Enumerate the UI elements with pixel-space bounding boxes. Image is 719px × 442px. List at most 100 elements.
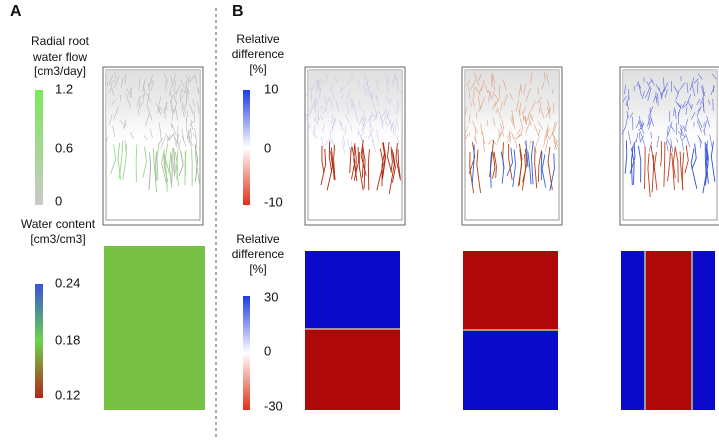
root-strand: [675, 89, 680, 101]
root-strand: [534, 148, 538, 189]
root-strand: [354, 143, 357, 176]
root-strand: [139, 100, 144, 108]
root-strand: [316, 78, 318, 93]
root-strand: [494, 100, 499, 107]
root-strand: [164, 73, 168, 84]
root-strand: [500, 123, 505, 137]
root-strand: [349, 124, 352, 131]
root-strand: [176, 152, 180, 187]
root-strand: [546, 73, 550, 85]
root-strand: [392, 152, 396, 183]
colorbar-tick-label: 0: [55, 193, 62, 208]
root-strand: [106, 81, 109, 86]
root-strand: [390, 98, 392, 103]
root-strand: [162, 101, 168, 114]
root-strand: [472, 120, 478, 134]
root-strand: [340, 86, 343, 92]
root-strand: [181, 101, 187, 114]
root-strand: [110, 144, 117, 175]
root-strand: [185, 75, 190, 83]
soil-map: [104, 246, 205, 410]
root-strand: [189, 103, 194, 115]
root-strand: [470, 79, 476, 90]
colorbar-tick-label: 1.2: [55, 81, 73, 96]
root-strand: [492, 152, 496, 179]
root-strand: [517, 128, 521, 135]
root-strand: [473, 72, 479, 86]
root-strand: [372, 91, 374, 99]
root-strand: [509, 130, 511, 144]
root-strand: [157, 105, 164, 111]
root-strand: [385, 109, 391, 124]
root-strand: [334, 74, 338, 84]
root-strand: [682, 103, 688, 109]
root-strand: [376, 129, 379, 142]
root-strand: [471, 144, 475, 185]
root-strand: [646, 81, 651, 89]
root-strand: [636, 81, 640, 87]
root-strand: [352, 102, 357, 115]
root-strand: [521, 154, 527, 191]
root-strand: [480, 79, 485, 92]
root-strand: [553, 122, 557, 132]
root-strand: [124, 139, 126, 151]
root-strand: [624, 84, 627, 94]
root-strand: [534, 138, 539, 150]
root-strand: [371, 139, 377, 153]
root-strand: [529, 112, 534, 119]
root-strand: [677, 102, 682, 109]
root-strand: [114, 72, 117, 79]
root-strand: [679, 128, 686, 138]
root-strand: [169, 91, 173, 100]
root-strand: [320, 148, 327, 186]
root-strand: [538, 101, 542, 114]
root-strand: [482, 131, 485, 145]
root-strand: [155, 151, 157, 182]
root-strand: [663, 77, 665, 92]
soil-map: [305, 251, 715, 410]
root-strand: [482, 139, 486, 153]
root-strand: [181, 104, 185, 118]
colorbar-title: [%]: [249, 262, 266, 276]
root-strand: [666, 138, 672, 148]
root-strand: [650, 78, 655, 86]
root-strand: [509, 92, 513, 100]
root-strand: [393, 73, 398, 81]
root-strand: [330, 83, 333, 91]
root-strand: [319, 87, 322, 99]
root-strand: [653, 95, 656, 103]
root-strand: [538, 128, 541, 137]
root-strand: [529, 140, 531, 149]
root-strand: [312, 78, 318, 89]
root-strand: [545, 133, 550, 140]
root-strand: [381, 142, 386, 178]
root-strand: [537, 96, 542, 104]
root-strand: [518, 143, 523, 186]
root-strand: [466, 79, 471, 87]
root-strand: [341, 140, 345, 154]
root-strand: [168, 151, 173, 188]
root-strand: [553, 139, 558, 151]
root-strand: [681, 100, 687, 108]
root-image: [102, 66, 204, 226]
root-strand: [709, 134, 713, 148]
root-strand: [624, 140, 628, 174]
root-strand: [673, 85, 679, 95]
root-strand: [168, 82, 174, 97]
root-strand: [538, 121, 543, 130]
root-strand: [117, 142, 122, 180]
root-strand: [168, 134, 174, 141]
root-strand: [158, 96, 162, 105]
root-strand: [367, 149, 370, 191]
colorbar-tick-label: 30: [264, 289, 278, 304]
root-strand: [662, 82, 669, 93]
root-strand: [500, 101, 503, 111]
root-strand: [111, 100, 116, 106]
root-strand: [489, 151, 492, 188]
root-strand: [511, 131, 514, 139]
root-strand: [350, 74, 354, 80]
root-strand: [525, 115, 527, 123]
root-strand: [376, 95, 379, 107]
root-strand: [627, 130, 632, 145]
root-strand: [492, 100, 497, 110]
